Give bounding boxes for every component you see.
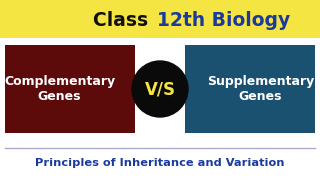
FancyBboxPatch shape: [5, 45, 135, 133]
FancyBboxPatch shape: [185, 45, 315, 133]
Text: 12th Biology: 12th Biology: [157, 10, 290, 30]
Text: V/S: V/S: [145, 80, 175, 98]
Text: Principles of Inheritance and Variation: Principles of Inheritance and Variation: [35, 158, 285, 168]
Text: Supplementary
Genes: Supplementary Genes: [207, 75, 314, 103]
FancyBboxPatch shape: [0, 0, 320, 38]
Circle shape: [132, 61, 188, 117]
Text: Complementary
Genes: Complementary Genes: [4, 75, 115, 103]
Text: Class: Class: [93, 10, 155, 30]
